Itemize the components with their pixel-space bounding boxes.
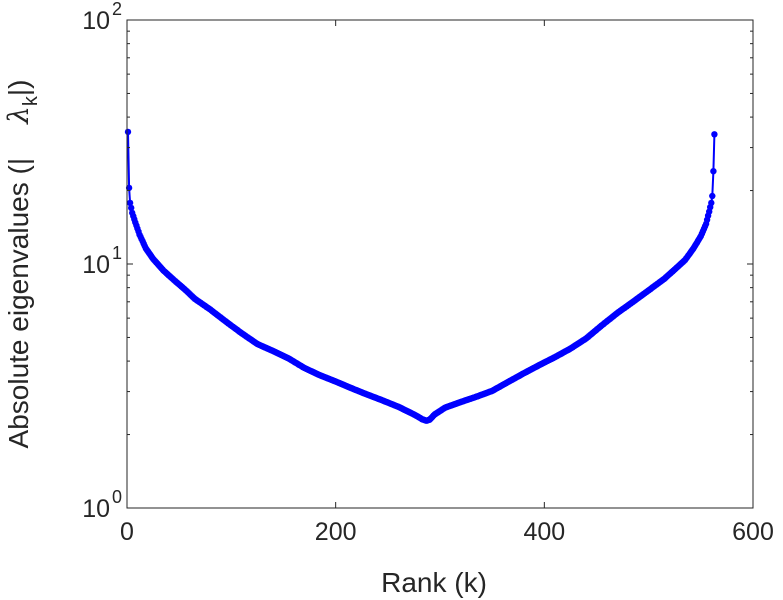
y-tick-label-base: 10 — [82, 7, 110, 35]
y-axis-label-suffix: |) — [3, 80, 34, 97]
data-point — [708, 199, 715, 207]
plot-area — [127, 20, 753, 508]
data-point — [128, 204, 135, 212]
x-tick-label: 200 — [315, 518, 357, 546]
data-point — [711, 131, 718, 138]
data-point — [126, 199, 134, 207]
x-tick-label: 600 — [732, 518, 774, 546]
y-axis-label: Absolute eigenvalues (| λk|) — [2, 80, 42, 449]
y-tick-label-exponent: 1 — [112, 243, 122, 263]
data-point — [125, 184, 133, 192]
x-tick-label: 400 — [523, 518, 565, 546]
y-axis-label-prefix: Absolute eigenvalues (| — [3, 158, 34, 449]
y-tick-label-exponent: 2 — [112, 0, 122, 19]
x-tick-label: 0 — [120, 518, 134, 546]
y-tick-label-base: 10 — [82, 495, 110, 523]
data-point — [710, 168, 717, 175]
y-axis-label-subscript: k — [20, 95, 42, 106]
series-layer — [124, 128, 718, 424]
data-point — [124, 128, 132, 136]
y-axis-label-lambda: λ — [2, 106, 35, 125]
x-axis-label: Rank (k) — [381, 567, 487, 598]
data-point — [709, 192, 716, 200]
y-tick-label-exponent: 0 — [112, 487, 122, 507]
y-tick-label-base: 10 — [82, 251, 110, 279]
